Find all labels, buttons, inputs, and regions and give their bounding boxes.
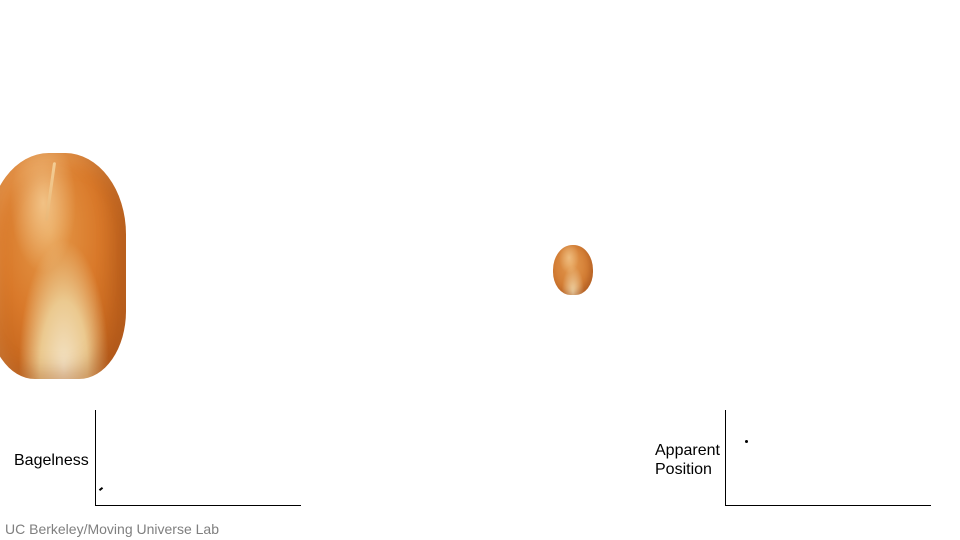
bread-score-mark [44,162,56,221]
apparent-position-label-line2: Position [655,461,712,478]
bagelness-axis-label: Bagelness [14,452,89,469]
credit-text: UC Berkeley/Moving Universe Lab [5,521,219,537]
apparent-position-y-axis [725,410,726,506]
apparent-position-x-axis [725,505,931,506]
bagelness-y-axis [95,410,96,506]
apparent-position-data-point [745,440,748,443]
bagelness-x-axis [95,505,301,506]
small-bread-roll-icon [553,245,593,295]
apparent-position-label-line1: Apparent [655,442,720,459]
apparent-position-axis-label: Apparent Position [655,441,720,479]
bagelness-data-trace [98,486,104,492]
large-bread-roll-icon [0,153,126,379]
